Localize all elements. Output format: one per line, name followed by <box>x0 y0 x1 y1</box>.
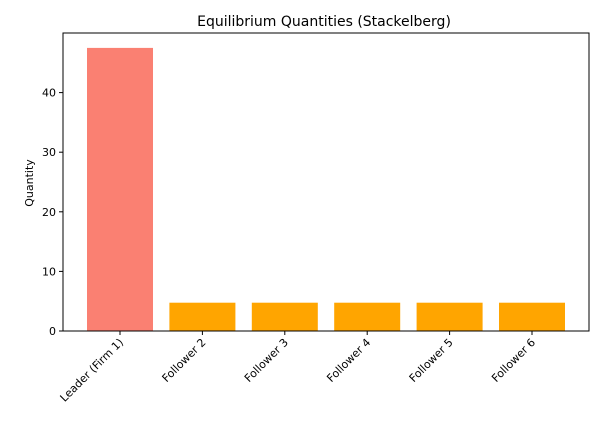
x-tick-label: Follower 4 <box>324 336 373 385</box>
y-axis-label: Quantity <box>23 159 36 207</box>
bar-6 <box>499 302 565 331</box>
y-tick-label: 40 <box>42 87 56 100</box>
plot-frame <box>62 32 590 332</box>
bar-5 <box>416 302 483 331</box>
y-tick-label: 20 <box>42 206 56 219</box>
x-tick-label: Follower 6 <box>489 336 538 385</box>
bar-4 <box>334 302 401 331</box>
y-tick-label: 0 <box>49 325 56 338</box>
y-tick-label: 10 <box>42 265 56 278</box>
x-tick-label: Follower 5 <box>407 336 456 385</box>
y-axis: 0 10 20 30 40 <box>42 87 63 338</box>
y-tick-label: 30 <box>42 146 56 159</box>
bar-2 <box>169 302 236 331</box>
x-tick-label: Follower 2 <box>160 336 209 385</box>
bar-3 <box>251 302 318 331</box>
chart-title: Equilibrium Quantities (Stackelberg) <box>197 14 451 30</box>
x-tick-label: Follower 3 <box>242 336 291 385</box>
bars-layer <box>87 47 565 332</box>
bar-1 <box>87 47 153 332</box>
x-axis: Leader (Firm 1) Follower 2 Follower 3 Follo… <box>58 331 538 405</box>
x-tick-label: Leader (Firm 1) <box>58 336 127 405</box>
